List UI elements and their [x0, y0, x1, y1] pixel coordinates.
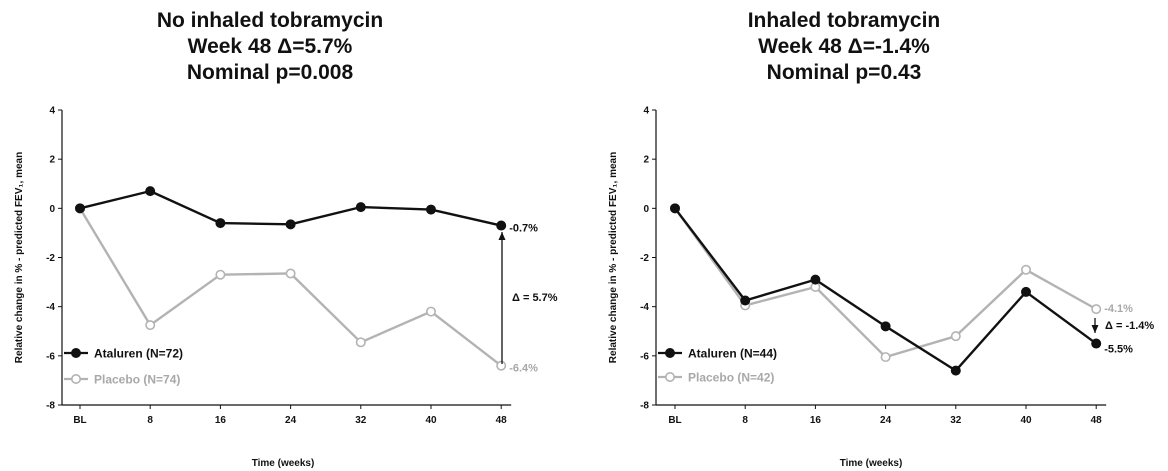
ataluren-point: [880, 321, 891, 332]
legend-swatch-marker: [71, 347, 82, 358]
ataluren-point: [670, 203, 681, 214]
x-tick-label: 16: [215, 415, 227, 426]
chart-title: Inhaled tobramycin Week 48 Δ=-1.4% Nomin…: [694, 8, 994, 86]
y-tick-label: -8: [46, 401, 55, 412]
y-tick-label: -2: [46, 253, 55, 264]
y-tick-label: 2: [643, 155, 649, 166]
ataluren-point: [75, 203, 86, 214]
x-tick-label: 32: [950, 415, 962, 426]
legend-placebo: Placebo (N=74): [94, 373, 180, 387]
legend-ataluren: Ataluren (N=72): [94, 347, 183, 361]
placebo-point: [880, 352, 891, 363]
ataluren-point: [215, 218, 226, 229]
placebo-point: [355, 337, 366, 348]
legend-swatch-marker: [665, 347, 676, 358]
x-tick-label: 48: [496, 415, 508, 426]
ataluren-point: [355, 202, 366, 213]
ataluren-point: [496, 220, 507, 231]
legend-placebo: Placebo (N=42): [688, 371, 774, 385]
ataluren-point: [425, 204, 436, 215]
chart-panel-tobramycin: Inhaled tobramycin Week 48 Δ=-1.4% Nomin…: [584, 0, 1168, 471]
ataluren-point: [810, 274, 821, 285]
placebo-line: [78, 207, 502, 367]
legend-ataluren: Ataluren (N=44): [688, 347, 777, 361]
x-tick-label: 40: [425, 415, 437, 426]
y-tick-label: -2: [640, 253, 649, 264]
ataluren-point: [950, 365, 961, 376]
y-tick-label: -4: [640, 302, 649, 313]
placebo-point: [950, 331, 961, 342]
y-tick-label: -8: [640, 401, 649, 412]
ataluren-point: [1091, 338, 1102, 349]
x-tick-label: 32: [355, 415, 367, 426]
legend-swatch-marker: [71, 373, 82, 384]
x-axis-title: Time (weeks): [840, 458, 903, 469]
y-tick-label: 4: [49, 106, 55, 117]
y-tick-label: 0: [643, 204, 649, 215]
legend-swatch-marker: [665, 371, 676, 382]
ataluren-point: [740, 295, 751, 306]
placebo-end-label: -4.1%: [1104, 303, 1133, 315]
x-axis-title: Time (weeks): [252, 458, 315, 469]
y-tick-label: 2: [49, 155, 55, 166]
chart-title-line-1: Inhaled tobramycin: [747, 9, 941, 32]
y-tick-label: 0: [49, 204, 55, 215]
line-chart-tobramycin: 4 2 0 -2 -4 -6 -8 BL 8 16 24 32 40 48 Time (weeks) Rela…: [608, 106, 1154, 470]
chart-title-line-3: Nominal p=0.008: [186, 61, 354, 84]
y-tick-label: -6: [640, 351, 649, 362]
ataluren-end-label: -0.7%: [509, 223, 538, 235]
placebo-point: [215, 269, 226, 280]
x-tick-label: 16: [810, 415, 822, 426]
y-tick-label: -4: [46, 302, 55, 313]
y-tick-label: 4: [643, 106, 649, 117]
chart-title: No inhaled tobramycin Week 48 Δ=5.7% Nom…: [120, 8, 420, 86]
placebo-point: [425, 306, 436, 317]
x-tick-label: 8: [742, 415, 748, 426]
x-tick-label: 40: [1020, 415, 1032, 426]
ataluren-point: [285, 219, 296, 230]
ataluren-point: [1020, 286, 1031, 297]
chart-title-line-1: No inhaled tobramycin: [156, 9, 384, 32]
delta-arrow-head: [1091, 325, 1099, 333]
chart-panel-no-tobramycin: No inhaled tobramycin Week 48 Δ=5.7% Nom…: [14, 8, 558, 470]
placebo-point: [496, 360, 507, 371]
placebo-line: [674, 207, 1097, 359]
chart-title-line-2: Week 48 Δ=-1.4%: [758, 35, 930, 58]
placebo-point: [145, 320, 156, 331]
chart-title-line-2: Week 48 Δ=5.7%: [187, 35, 353, 58]
x-tick-label: BL: [73, 415, 86, 426]
placebo-point: [1091, 304, 1102, 315]
x-tick-label: 8: [147, 415, 153, 426]
ataluren-point: [145, 186, 156, 197]
delta-label: Δ = -1.4%: [1105, 320, 1154, 332]
x-tick-label: BL: [668, 415, 681, 426]
delta-arrow-head: [498, 232, 506, 240]
y-tick-label: -6: [46, 351, 55, 362]
placebo-point: [285, 268, 296, 279]
delta-label: Δ = 5.7%: [512, 292, 558, 304]
y-axis-title: Relative change in % - predicted FEV₁, m…: [14, 152, 25, 363]
x-tick-label: 48: [1091, 415, 1103, 426]
y-axis-title: Relative change in % - predicted FEV₁, m…: [608, 152, 619, 363]
chart-title-line-3: Nominal p=0.43: [766, 61, 922, 84]
x-tick-label: 24: [285, 415, 297, 426]
placebo-point: [1020, 264, 1031, 275]
line-chart-no-tobramycin: 4 2 0 -2 -4 -6 -8 BL 8 16 24 32 40 48 Time (weeks) Rela…: [14, 106, 558, 470]
placebo-end-label: -6.4%: [509, 363, 538, 375]
ataluren-end-label: -5.5%: [1104, 344, 1133, 356]
x-tick-label: 24: [880, 415, 892, 426]
